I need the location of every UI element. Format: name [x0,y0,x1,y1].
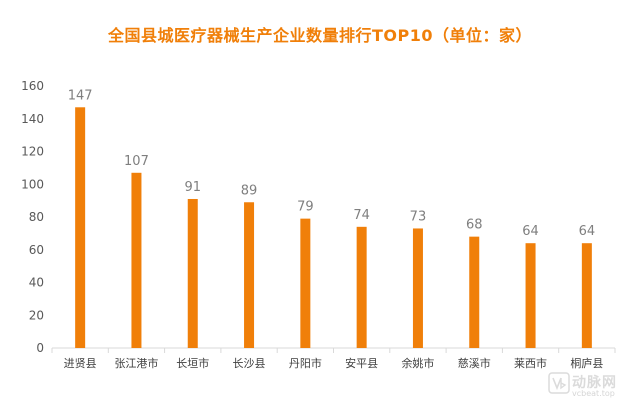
bar [244,202,255,348]
bar [469,236,480,348]
y-tick-label: 120 [21,145,44,159]
y-tick-label: 140 [21,112,44,126]
chart-title: 全国县城医疗器械生产企业数量排行TOP10（单位：家） [107,26,532,45]
y-tick-label: 0 [36,341,44,355]
data-label: 73 [410,209,427,224]
x-tick-label: 丹阳市 [289,356,322,370]
data-label: 79 [297,200,314,215]
x-tick-label: 慈溪市 [458,356,491,370]
watermark-url: vcbeat.top [572,389,615,398]
vcbeat-logo-icon [548,372,570,394]
y-tick-label: 100 [21,177,44,191]
data-label: 147 [68,88,93,103]
x-tick-label: 长垣市 [176,356,209,370]
y-tick-label: 80 [29,210,44,224]
data-label: 89 [241,183,258,198]
bar [356,226,367,348]
x-tick-label: 张江港市 [114,356,158,370]
bar [300,218,311,348]
bar [187,198,198,348]
data-label: 107 [124,154,149,169]
y-tick-label: 40 [29,276,44,290]
y-tick-label: 60 [29,243,44,257]
data-label: 64 [522,224,539,239]
y-tick-label: 160 [21,79,44,93]
x-tick-label: 安平县 [345,356,378,370]
bar [525,243,536,348]
data-label: 91 [184,180,201,195]
watermark-name: 动脉网 [572,375,617,391]
bar [581,243,592,348]
data-label: 64 [579,224,596,239]
x-tick-label: 桐庐县 [570,356,603,370]
y-tick-label: 20 [29,308,44,322]
bar [75,107,86,348]
x-tick-label: 长沙县 [233,357,266,370]
x-tick-label: 莱西市 [514,356,547,370]
data-label: 68 [466,218,483,233]
bar [131,172,142,348]
bar [412,228,423,348]
x-tick-label: 余姚市 [401,356,434,370]
x-tick-label: 进贤县 [64,357,97,370]
data-label: 74 [353,208,370,223]
watermark: 动脉网 vcbeat.top [548,372,638,402]
